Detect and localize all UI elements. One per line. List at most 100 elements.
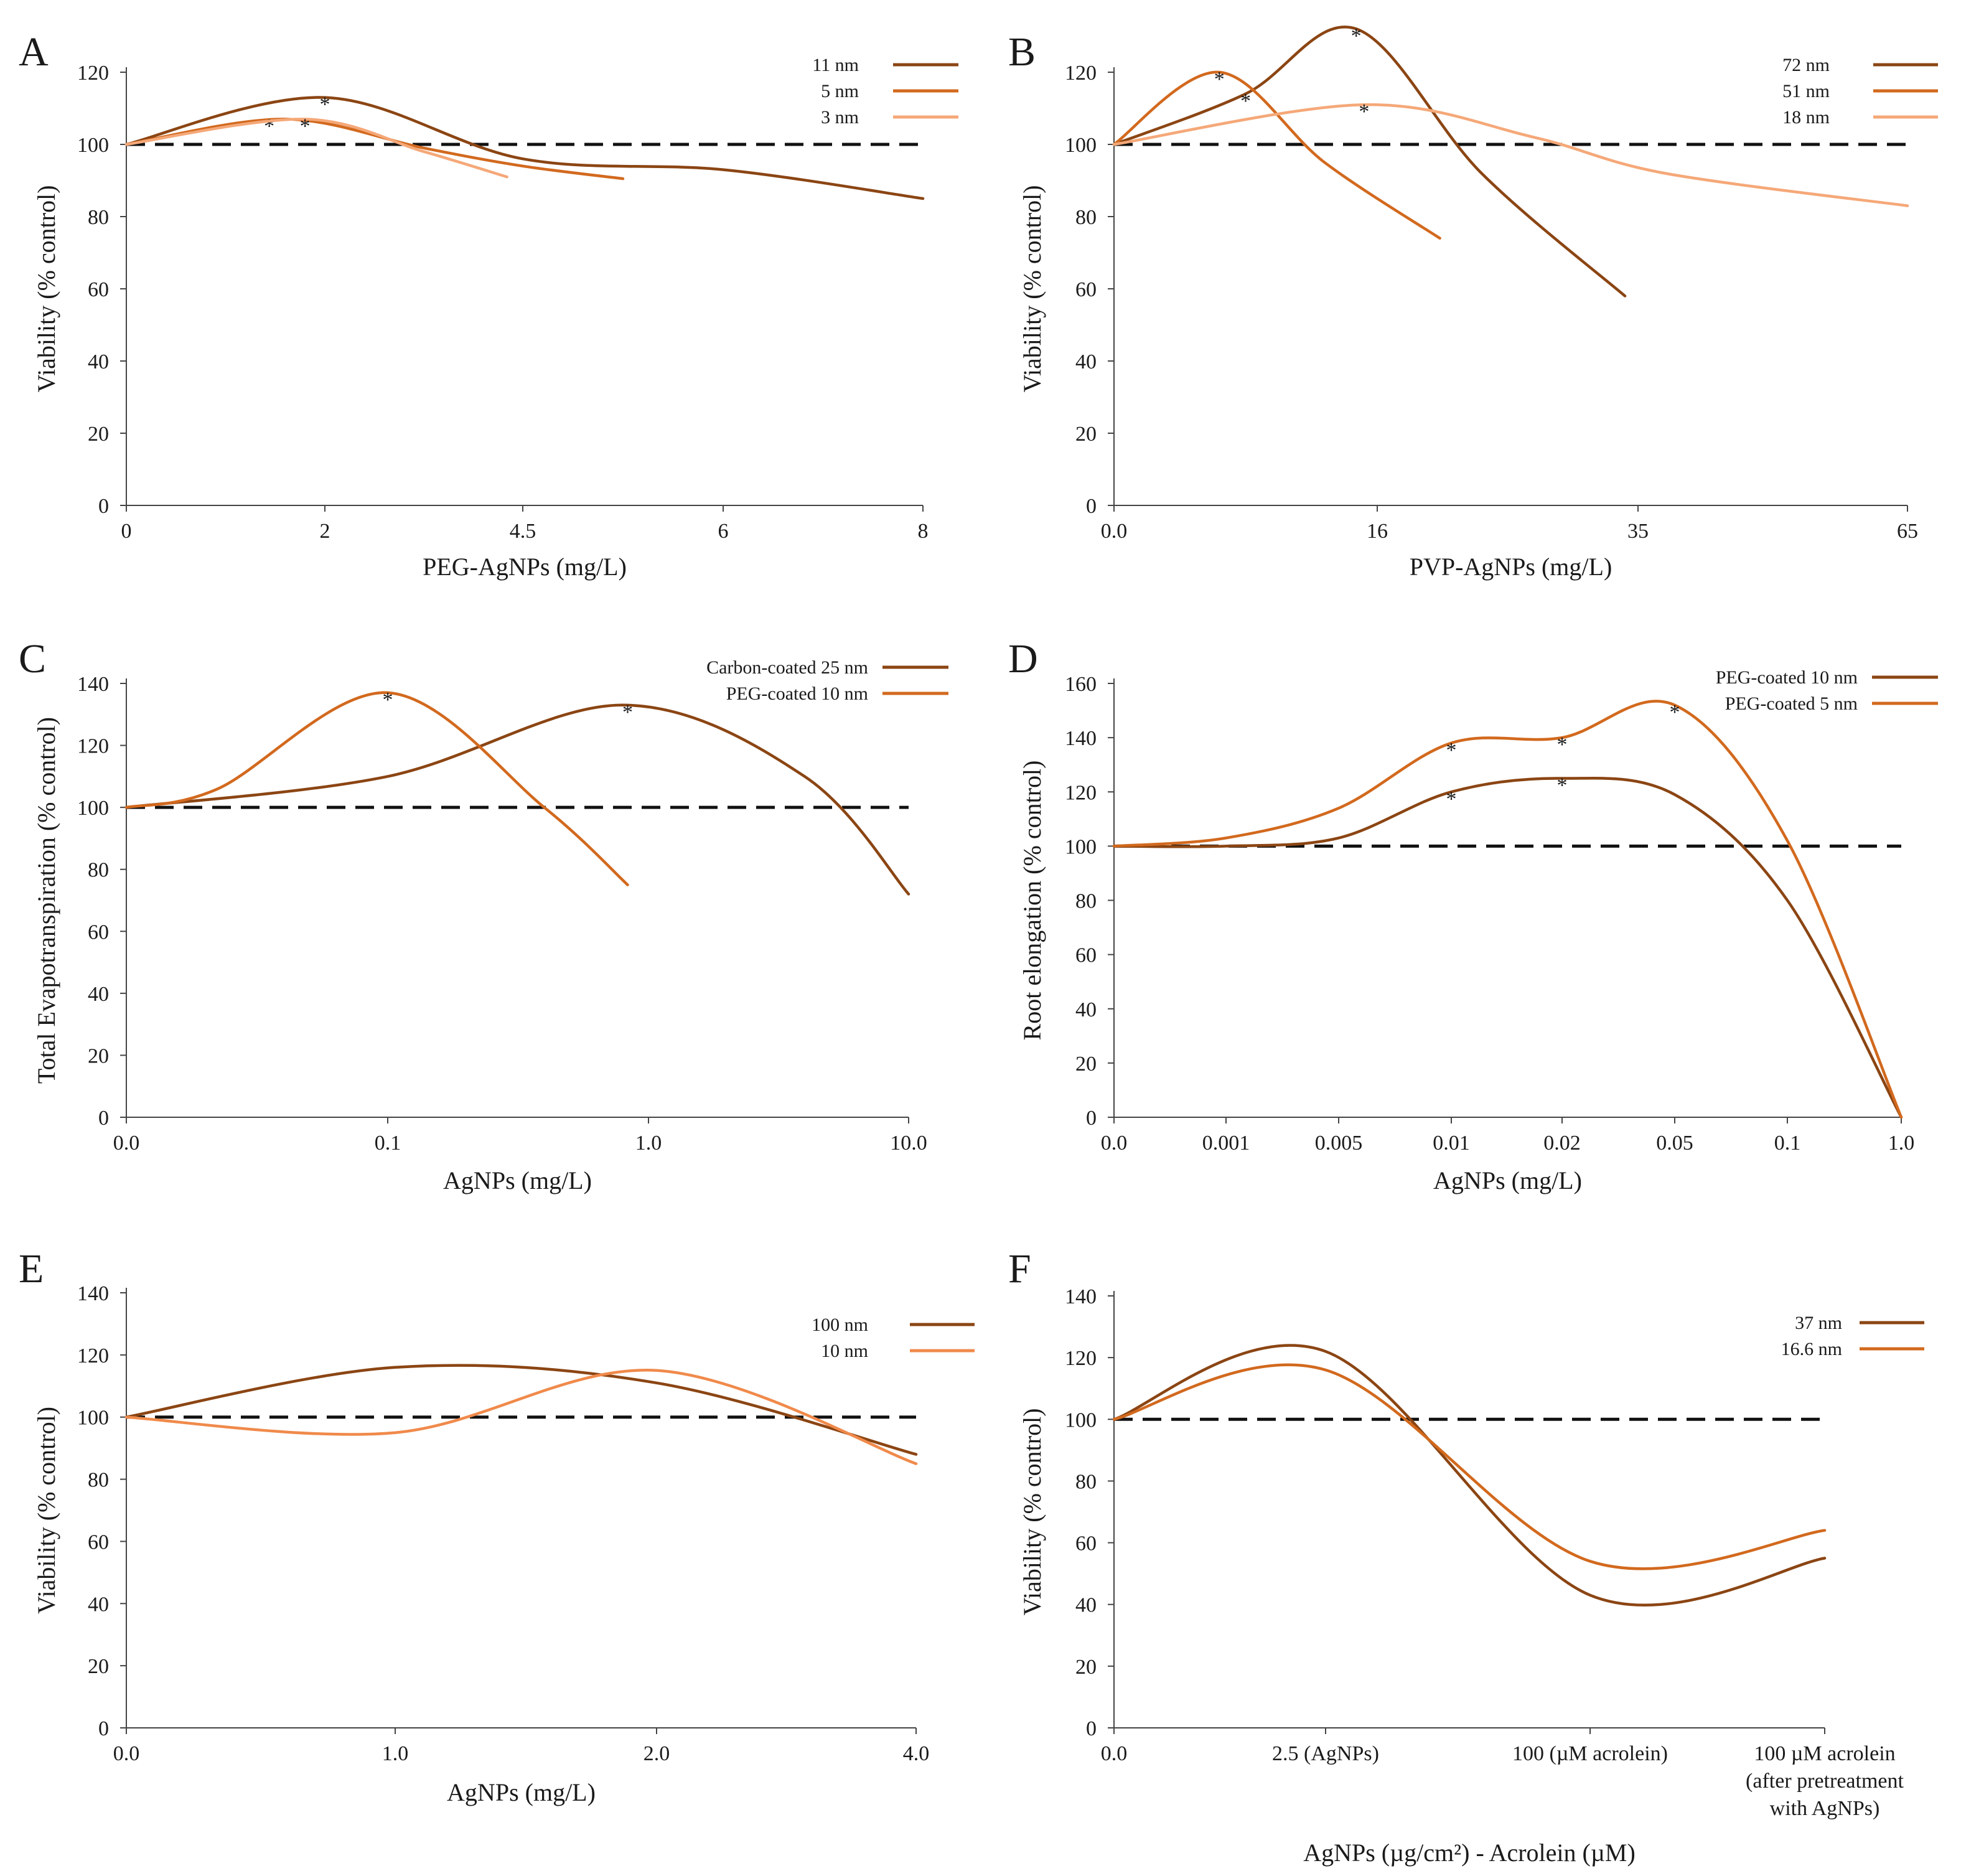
y-tick-label: 60 [1075, 278, 1097, 301]
series-line-peg-coated-10-nm [124, 691, 629, 886]
y-tick-label: 80 [88, 1469, 109, 1492]
y-tick-label: 140 [1065, 1285, 1097, 1308]
legend-label: 72 nm [1782, 55, 1830, 75]
panel-c: C 0 20 40 60 80 100 120 140 0.0 0.1 1.0 10.0 AgNPs (m… [19, 636, 948, 1194]
panel-letter: D [1008, 636, 1038, 682]
panel-d: D 0 20 40 60 80 100 120 140 160 0.0 0.001 0.005 0.01 0… [1008, 636, 1938, 1194]
y-tick-label: 0 [98, 1717, 109, 1740]
legend-label: 11 nm [812, 55, 859, 75]
y-tick-label: 20 [1075, 1656, 1097, 1679]
panel-letter: E [19, 1246, 44, 1292]
x-tick-label: 0 [121, 520, 132, 543]
y-tick-label: 120 [77, 62, 109, 85]
y-tick-label: 60 [88, 1531, 109, 1554]
y-tick-label: 80 [1075, 1470, 1097, 1493]
x-tick-label: 0.02 [1543, 1132, 1581, 1155]
x-tick-label: 0.1 [1774, 1132, 1801, 1155]
y-tick-label: 0 [98, 1107, 109, 1130]
significance-star: * [1214, 68, 1225, 91]
y-axis-title: Total Evapotranspiration (% control) [32, 717, 60, 1084]
y-tick-label: 160 [1065, 673, 1097, 696]
y-tick-label: 0 [98, 495, 109, 518]
y-axis-title: Root elongation (% control) [1018, 761, 1046, 1041]
y-tick-label: 40 [1075, 998, 1097, 1021]
significance-star: * [383, 688, 393, 711]
y-tick-label: 40 [1075, 350, 1097, 373]
y-tick-label: 100 [1065, 1409, 1097, 1432]
y-tick-label: 0 [1086, 1107, 1097, 1130]
legend-label: 100 nm [812, 1315, 868, 1335]
series-line-51-nm [1112, 70, 1441, 240]
y-tick-label: 20 [1075, 1053, 1097, 1076]
legend-label: PEG-coated 10 nm [726, 683, 868, 704]
x-tick-label: 1.0 [1888, 1132, 1915, 1155]
significance-star: * [1359, 100, 1369, 123]
x-tick-label: 100 (µM acrolein) [1512, 1742, 1668, 1765]
y-axis-title: Viability (% control) [1018, 185, 1046, 392]
x-tick-label: 0.05 [1656, 1132, 1693, 1155]
legend-label: 16.6 nm [1781, 1339, 1842, 1359]
y-tick-label: 80 [1075, 890, 1097, 913]
y-tick-label: 0 [1086, 495, 1097, 518]
series-line-18-nm [1112, 103, 1909, 207]
legend-label: 37 nm [1795, 1313, 1842, 1333]
significance-star: * [1446, 787, 1457, 810]
significance-star: * [622, 701, 633, 724]
significance-star: * [1557, 733, 1568, 756]
series-line-16-6-nm [1112, 1363, 1827, 1570]
y-tick-label: 100 [1065, 134, 1097, 157]
y-axis-title: Viability (% control) [32, 185, 60, 392]
x-tick-label: 8 [918, 520, 929, 543]
legend-label: 18 nm [1782, 107, 1830, 128]
y-tick-label: 120 [1065, 781, 1097, 804]
panel-letter: A [19, 29, 49, 75]
x-axis-title: AgNPs (µg/cm²) - Acrolein (µM) [1303, 1839, 1636, 1867]
series-line-5-nm [124, 118, 625, 181]
series-line-37-nm [1112, 1344, 1827, 1607]
y-tick-label: 100 [77, 797, 109, 820]
panel-f: F 0 20 40 60 80 100 120 140 0.0 2.5 (AgNPs) 100 (µM… [1008, 1246, 1924, 1867]
significance-star: * [1240, 90, 1251, 113]
x-tick-label: 16 [1367, 520, 1388, 543]
x-tick-label: 65 [1897, 520, 1918, 543]
x-tick-label: 35 [1627, 520, 1649, 543]
significance-star: * [264, 115, 274, 138]
x-tick-label: 2.5 (AgNPs) [1272, 1742, 1379, 1765]
x-axis-title: PEG-AgNPs (mg/L) [423, 553, 627, 581]
panel-e: E 0 20 40 60 80 100 120 140 0.0 1.0 2.0 4.0 AgNPs (mg… [19, 1246, 975, 1806]
y-tick-label: 80 [88, 859, 109, 882]
series-line-peg-coated-5-nm [1112, 700, 1903, 1119]
y-tick-label: 120 [77, 1344, 109, 1367]
series-line-carbon-coated-25-nm [124, 703, 910, 896]
y-tick-label: 20 [88, 423, 109, 446]
legend-label: PEG-coated 10 nm [1716, 667, 1858, 688]
y-tick-label: 40 [1075, 1594, 1097, 1617]
significance-star: * [300, 115, 311, 138]
y-tick-label: 80 [1075, 206, 1097, 229]
y-tick-label: 120 [1065, 62, 1097, 85]
y-tick-label: 40 [88, 983, 109, 1006]
y-tick-label: 140 [1065, 727, 1097, 750]
panel-b: B 0 20 40 60 80 100 120 0.0 16 35 65 PVP-AgNPs (mg/L… [1008, 24, 1938, 581]
y-tick-label: 40 [88, 1593, 109, 1616]
x-tick-label: 4.5 [510, 520, 536, 543]
x-tick-label: 1.0 [382, 1742, 409, 1765]
series-line-11-nm [124, 96, 925, 200]
y-axis-title: Viability (% control) [32, 1407, 60, 1614]
y-tick-label: 40 [88, 350, 109, 373]
x-tick-label: 6 [718, 520, 729, 543]
x-tick-label: 0.0 [113, 1742, 140, 1765]
x-axis-title: AgNPs (mg/L) [1433, 1166, 1582, 1194]
legend-label: 51 nm [1782, 81, 1830, 101]
y-tick-label: 20 [1075, 423, 1097, 446]
y-axis-title: Viability (% control) [1018, 1408, 1046, 1615]
significance-star: * [1670, 701, 1680, 724]
x-tick-label: 0.0 [1101, 1742, 1128, 1765]
y-tick-label: 100 [1065, 835, 1097, 858]
x-tick-label: 0.005 [1315, 1132, 1363, 1155]
significance-star: * [1446, 739, 1457, 762]
series-line-72-nm [1112, 26, 1627, 298]
series-line-3-nm [124, 118, 508, 179]
x-tick-label: 0.0 [1101, 1132, 1128, 1155]
